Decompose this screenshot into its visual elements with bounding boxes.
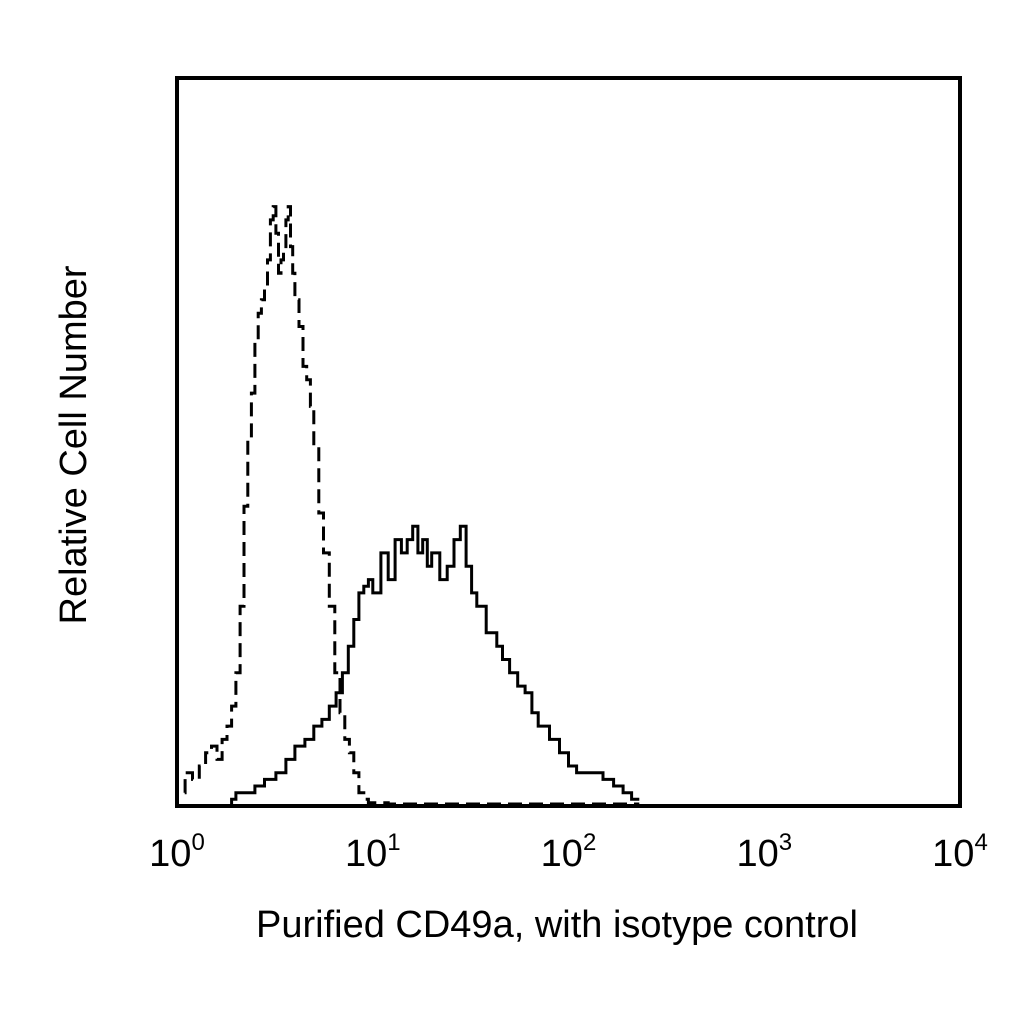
x-tick-labels: 100 101 102 103 104 (149, 829, 988, 875)
x-tick-label-0: 100 (149, 829, 205, 875)
series-dashed-0 (175, 205, 640, 806)
series-layer (175, 205, 640, 806)
series-solid-1 (230, 524, 640, 806)
x-tick-label-4: 104 (932, 829, 988, 875)
x-tick-label-1: 101 (345, 829, 401, 875)
plot-frame (175, 76, 962, 808)
y-axis-label: Relative Cell Number (53, 265, 95, 624)
x-tick-label-2: 102 (541, 829, 597, 875)
x-tick-label-3: 103 (736, 829, 792, 875)
x-axis-label: Purified CD49a, with isotype control (256, 904, 858, 946)
